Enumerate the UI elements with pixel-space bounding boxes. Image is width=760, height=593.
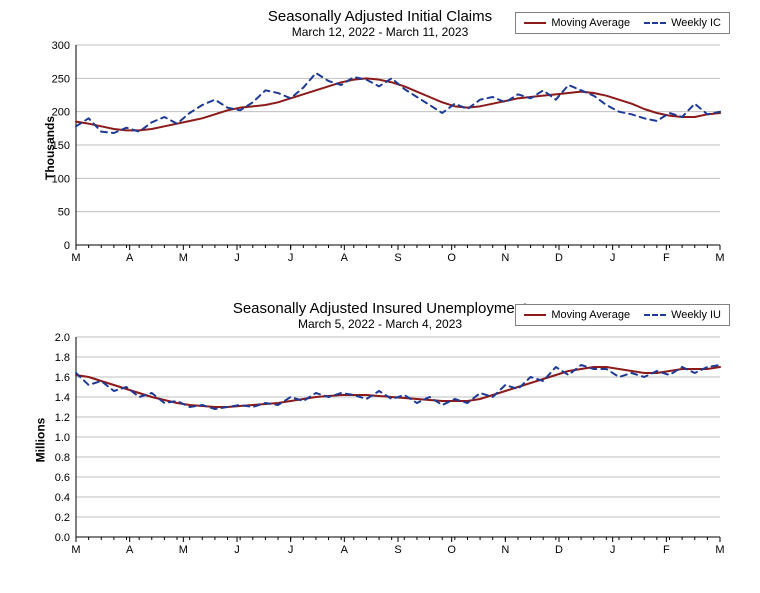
svg-text:1.2: 1.2	[55, 412, 70, 424]
svg-text:O: O	[447, 252, 456, 264]
legend-swatch-weekly-iu	[644, 314, 666, 316]
svg-text:A: A	[341, 544, 349, 556]
svg-text:A: A	[126, 544, 134, 556]
chart2-ylabel: Millions	[33, 418, 47, 463]
svg-text:A: A	[341, 252, 349, 264]
svg-text:0.6: 0.6	[55, 472, 70, 484]
svg-text:J: J	[234, 544, 240, 556]
svg-text:N: N	[501, 544, 509, 556]
svg-text:M: M	[715, 252, 724, 264]
chart1-legend: Moving Average Weekly IC	[515, 12, 730, 34]
svg-text:J: J	[288, 252, 294, 264]
svg-text:2.0: 2.0	[55, 332, 70, 344]
svg-text:M: M	[71, 252, 80, 264]
svg-text:0.2: 0.2	[55, 512, 70, 524]
legend-label: Weekly IC	[671, 17, 721, 29]
legend-item-weekly-iu: Weekly IU	[644, 309, 721, 321]
legend-item-weekly-ic: Weekly IC	[644, 17, 721, 29]
page: { "background_color": "#ffffff", "grid_c…	[0, 0, 760, 593]
svg-text:0.8: 0.8	[55, 452, 70, 464]
svg-text:M: M	[71, 544, 80, 556]
legend-item-moving-average: Moving Average	[524, 17, 630, 29]
svg-text:50: 50	[58, 207, 70, 219]
svg-text:A: A	[126, 252, 134, 264]
svg-text:M: M	[179, 252, 188, 264]
chart2-legend: Moving Average Weekly IU	[515, 304, 730, 326]
svg-text:D: D	[555, 252, 563, 264]
svg-text:250: 250	[52, 73, 70, 85]
svg-text:1.0: 1.0	[55, 432, 70, 444]
svg-text:J: J	[234, 252, 240, 264]
svg-text:N: N	[501, 252, 509, 264]
svg-text:J: J	[610, 544, 616, 556]
legend-label: Weekly IU	[671, 309, 721, 321]
svg-text:M: M	[179, 544, 188, 556]
svg-text:J: J	[610, 252, 616, 264]
svg-text:0: 0	[64, 240, 70, 252]
svg-text:J: J	[288, 544, 294, 556]
svg-text:O: O	[447, 544, 456, 556]
legend-swatch-weekly-ic	[644, 22, 666, 24]
chart-insured-unemployment: Seasonally Adjusted Insured Unemployment…	[30, 300, 730, 580]
svg-text:F: F	[663, 252, 670, 264]
svg-text:1.8: 1.8	[55, 352, 70, 364]
legend-swatch-moving-average	[524, 314, 546, 316]
chart1-plot: 050100150200250300MAMJJASONDJFM	[30, 39, 730, 271]
svg-text:S: S	[394, 252, 401, 264]
legend-swatch-moving-average	[524, 22, 546, 24]
svg-text:D: D	[555, 544, 563, 556]
svg-text:1.4: 1.4	[55, 392, 70, 404]
svg-text:F: F	[663, 544, 670, 556]
svg-text:0.4: 0.4	[55, 492, 70, 504]
svg-text:M: M	[715, 544, 724, 556]
legend-label: Moving Average	[551, 17, 630, 29]
chart-initial-claims: Seasonally Adjusted Initial Claims March…	[30, 8, 730, 288]
svg-text:300: 300	[52, 40, 70, 52]
chart1-ylabel: Thousands	[43, 116, 57, 180]
legend-label: Moving Average	[551, 309, 630, 321]
svg-text:S: S	[394, 544, 401, 556]
legend-item-moving-average: Moving Average	[524, 309, 630, 321]
svg-text:0.0: 0.0	[55, 532, 70, 544]
chart2-plot: 0.0 0.2 0.4 0.6 0.8 1.0 1.2 1.4 1.6 1.8 2.0 M A M J J A S…	[30, 331, 730, 563]
svg-text:1.6: 1.6	[55, 372, 70, 384]
